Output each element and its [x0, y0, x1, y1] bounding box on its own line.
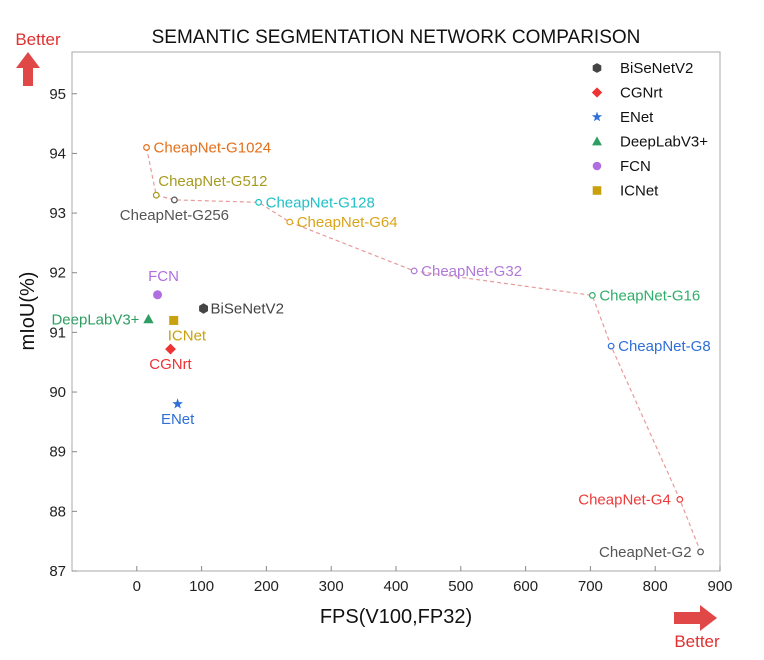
x-tick-label: 900	[707, 578, 732, 595]
baseline-point	[153, 290, 163, 300]
x-tick-label: 300	[319, 578, 344, 595]
y-tick-label: 92	[49, 265, 66, 282]
cheapnet-point-label: CheapNet-G64	[297, 214, 398, 231]
cheapnet-point	[255, 198, 263, 206]
better-up-indicator: Better	[15, 30, 61, 86]
cheapnet-point	[607, 342, 615, 350]
up-arrow-icon	[16, 52, 40, 86]
baseline-point-label: ENet	[161, 411, 195, 428]
data-points: CheapNet-G1024 CheapNet-G512 CheapNet-G256…	[51, 139, 710, 560]
legend-marker	[592, 63, 602, 73]
legend-label: FCN	[620, 158, 651, 175]
cheapnet-point	[410, 267, 418, 275]
cheapnet-point	[170, 196, 178, 204]
x-tick-label: 0	[133, 578, 141, 595]
legend-marker	[592, 186, 602, 195]
legend-label: ENet	[620, 109, 654, 126]
cheapnet-point	[697, 548, 704, 556]
cheapnet-point	[143, 144, 150, 151]
y-axis: 87 88 89 90 91 92 93 94 95	[49, 86, 77, 580]
better-x-label: Better	[674, 632, 720, 651]
baseline-point-label: ICNet	[168, 327, 207, 344]
cheapnet-point-label: CheapNet-G128	[266, 194, 375, 211]
legend-label: CGNrt	[620, 85, 663, 102]
x-tick-label: 100	[189, 578, 214, 595]
legend-marker	[591, 87, 603, 98]
legend-label: BiSeNetV2	[620, 60, 693, 77]
baseline-point	[143, 313, 154, 324]
cheapnet-point	[676, 496, 684, 503]
cheapnet-point	[286, 218, 294, 226]
baseline-point	[165, 343, 176, 355]
cheapnet-point-label: CheapNet-G4	[578, 491, 671, 508]
right-arrow-icon	[674, 605, 717, 631]
x-tick-label: 700	[578, 578, 603, 595]
x-axis-title: FPS(V100,FP32)	[320, 606, 472, 628]
y-tick-label: 89	[49, 444, 66, 461]
cheapnet-trend-line	[145, 147, 702, 553]
baseline-point-label: FCN	[148, 268, 179, 285]
cheapnet-point-label: CheapNet-G16	[599, 287, 700, 304]
x-tick-label: 200	[254, 578, 279, 595]
baseline-point-label: CGNrt	[149, 356, 192, 373]
x-tick-label: 500	[448, 578, 473, 595]
cheapnet-point	[152, 191, 160, 199]
x-tick-label: 400	[383, 578, 408, 595]
baseline-point	[169, 315, 179, 325]
y-tick-label: 94	[49, 145, 66, 162]
legend-label: ICNet	[620, 183, 659, 200]
cheapnet-line	[145, 147, 702, 553]
x-tick-label: 600	[513, 578, 538, 595]
y-axis-title: mIoU(%)	[17, 272, 39, 351]
cheapnet-point-label: CheapNet-G512	[158, 173, 267, 190]
y-tick-label: 95	[49, 86, 66, 103]
baseline-point	[172, 398, 183, 409]
y-tick-label: 87	[49, 563, 66, 580]
baseline-point	[199, 303, 208, 314]
better-y-label: Better	[15, 30, 61, 49]
y-tick-label: 90	[49, 384, 66, 401]
legend: BiSeNetV2 CGNrt ENet DeepLabV3+ FCN ICNet	[591, 60, 708, 200]
y-tick-label: 93	[49, 205, 66, 222]
legend-marker	[592, 136, 602, 146]
better-right-indicator: Better	[674, 605, 720, 651]
cheapnet-point-label: CheapNet-G32	[421, 263, 522, 280]
cheapnet-point-label: CheapNet-G1024	[154, 139, 272, 156]
chart-title: SEMANTIC SEGMENTATION NETWORK COMPARISON	[152, 27, 641, 48]
legend-marker	[591, 111, 603, 122]
baseline-point-label: DeepLabV3+	[51, 311, 139, 328]
baseline-point-label: BiSeNetV2	[211, 301, 284, 318]
y-tick-label: 88	[49, 503, 66, 520]
y-tick-label: 91	[49, 324, 66, 341]
x-axis: 0 100 200 300 400 500 600 700 800 900	[133, 566, 733, 595]
cheapnet-point-label: CheapNet-G8	[618, 338, 711, 355]
cheapnet-point-label: CheapNet-G256	[120, 207, 229, 224]
cheapnet-point	[588, 291, 596, 299]
cheapnet-point-label: CheapNet-G2	[599, 544, 692, 561]
x-tick-label: 800	[643, 578, 668, 595]
legend-label: DeepLabV3+	[620, 134, 708, 151]
legend-marker	[592, 161, 602, 171]
